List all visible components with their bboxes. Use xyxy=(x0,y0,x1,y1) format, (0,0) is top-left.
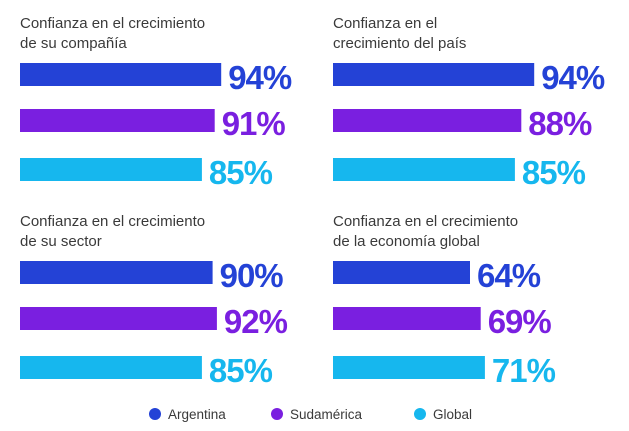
value-label-global: 71% xyxy=(492,352,556,389)
chart-panel-1: Confianza en el crecimiento de su compañí… xyxy=(20,15,293,191)
bar-sudamrica xyxy=(20,307,217,330)
value-label-argentina: 94% xyxy=(228,59,292,96)
value-label-argentina: 94% xyxy=(541,59,605,96)
panel-title-line: de su sector xyxy=(20,233,102,250)
value-label-argentina: 90% xyxy=(220,257,284,294)
value-label-sudamrica: 88% xyxy=(528,105,592,142)
legend-global-circle-icon xyxy=(414,408,426,420)
legend-label-argentina: Argentina xyxy=(168,407,226,422)
value-label-sudamrica: 69% xyxy=(488,303,552,340)
value-label-argentina: 64% xyxy=(477,257,541,294)
value-label-sudamrica: 92% xyxy=(224,303,288,340)
bar-argentina xyxy=(333,261,470,284)
bar-global xyxy=(20,158,202,181)
legend-label-global: Global xyxy=(433,407,472,422)
panel-title-line: crecimiento del país xyxy=(333,35,466,52)
bar-global xyxy=(333,356,485,379)
bar-sudamrica xyxy=(20,109,215,132)
panel-title-line: Confianza en el crecimiento xyxy=(333,213,518,230)
bar-sudamrica xyxy=(333,307,481,330)
panel-title-line: Confianza en el crecimiento xyxy=(20,15,205,32)
chart-panel-2: Confianza en el crecimiento del país 94% 88… xyxy=(333,15,606,191)
legend-argentina-circle-icon xyxy=(149,408,161,420)
chart-panel-3: Confianza en el crecimiento de su sector 9… xyxy=(20,213,289,389)
panel-title-line: Confianza en el crecimiento xyxy=(20,213,205,230)
legend-label-sudamrica: Sudamérica xyxy=(290,407,363,422)
legend-sudamrica-circle-icon xyxy=(271,408,283,420)
value-label-sudamrica: 91% xyxy=(222,105,286,142)
panel-title-line: de la economía global xyxy=(333,233,480,250)
panel-title-line: Confianza en el xyxy=(333,15,437,32)
value-label-global: 85% xyxy=(209,352,273,389)
bar-argentina xyxy=(20,63,222,86)
chart-panel-4: Confianza en el crecimiento de la economí… xyxy=(333,213,557,389)
value-label-global: 85% xyxy=(522,154,586,191)
bar-global xyxy=(20,356,202,379)
value-label-global: 85% xyxy=(209,154,273,191)
bar-sudamrica xyxy=(333,109,522,132)
bar-argentina xyxy=(20,261,213,284)
panel-title-line: de su compañía xyxy=(20,35,127,52)
bar-argentina xyxy=(333,63,535,86)
bar-global xyxy=(333,158,515,181)
